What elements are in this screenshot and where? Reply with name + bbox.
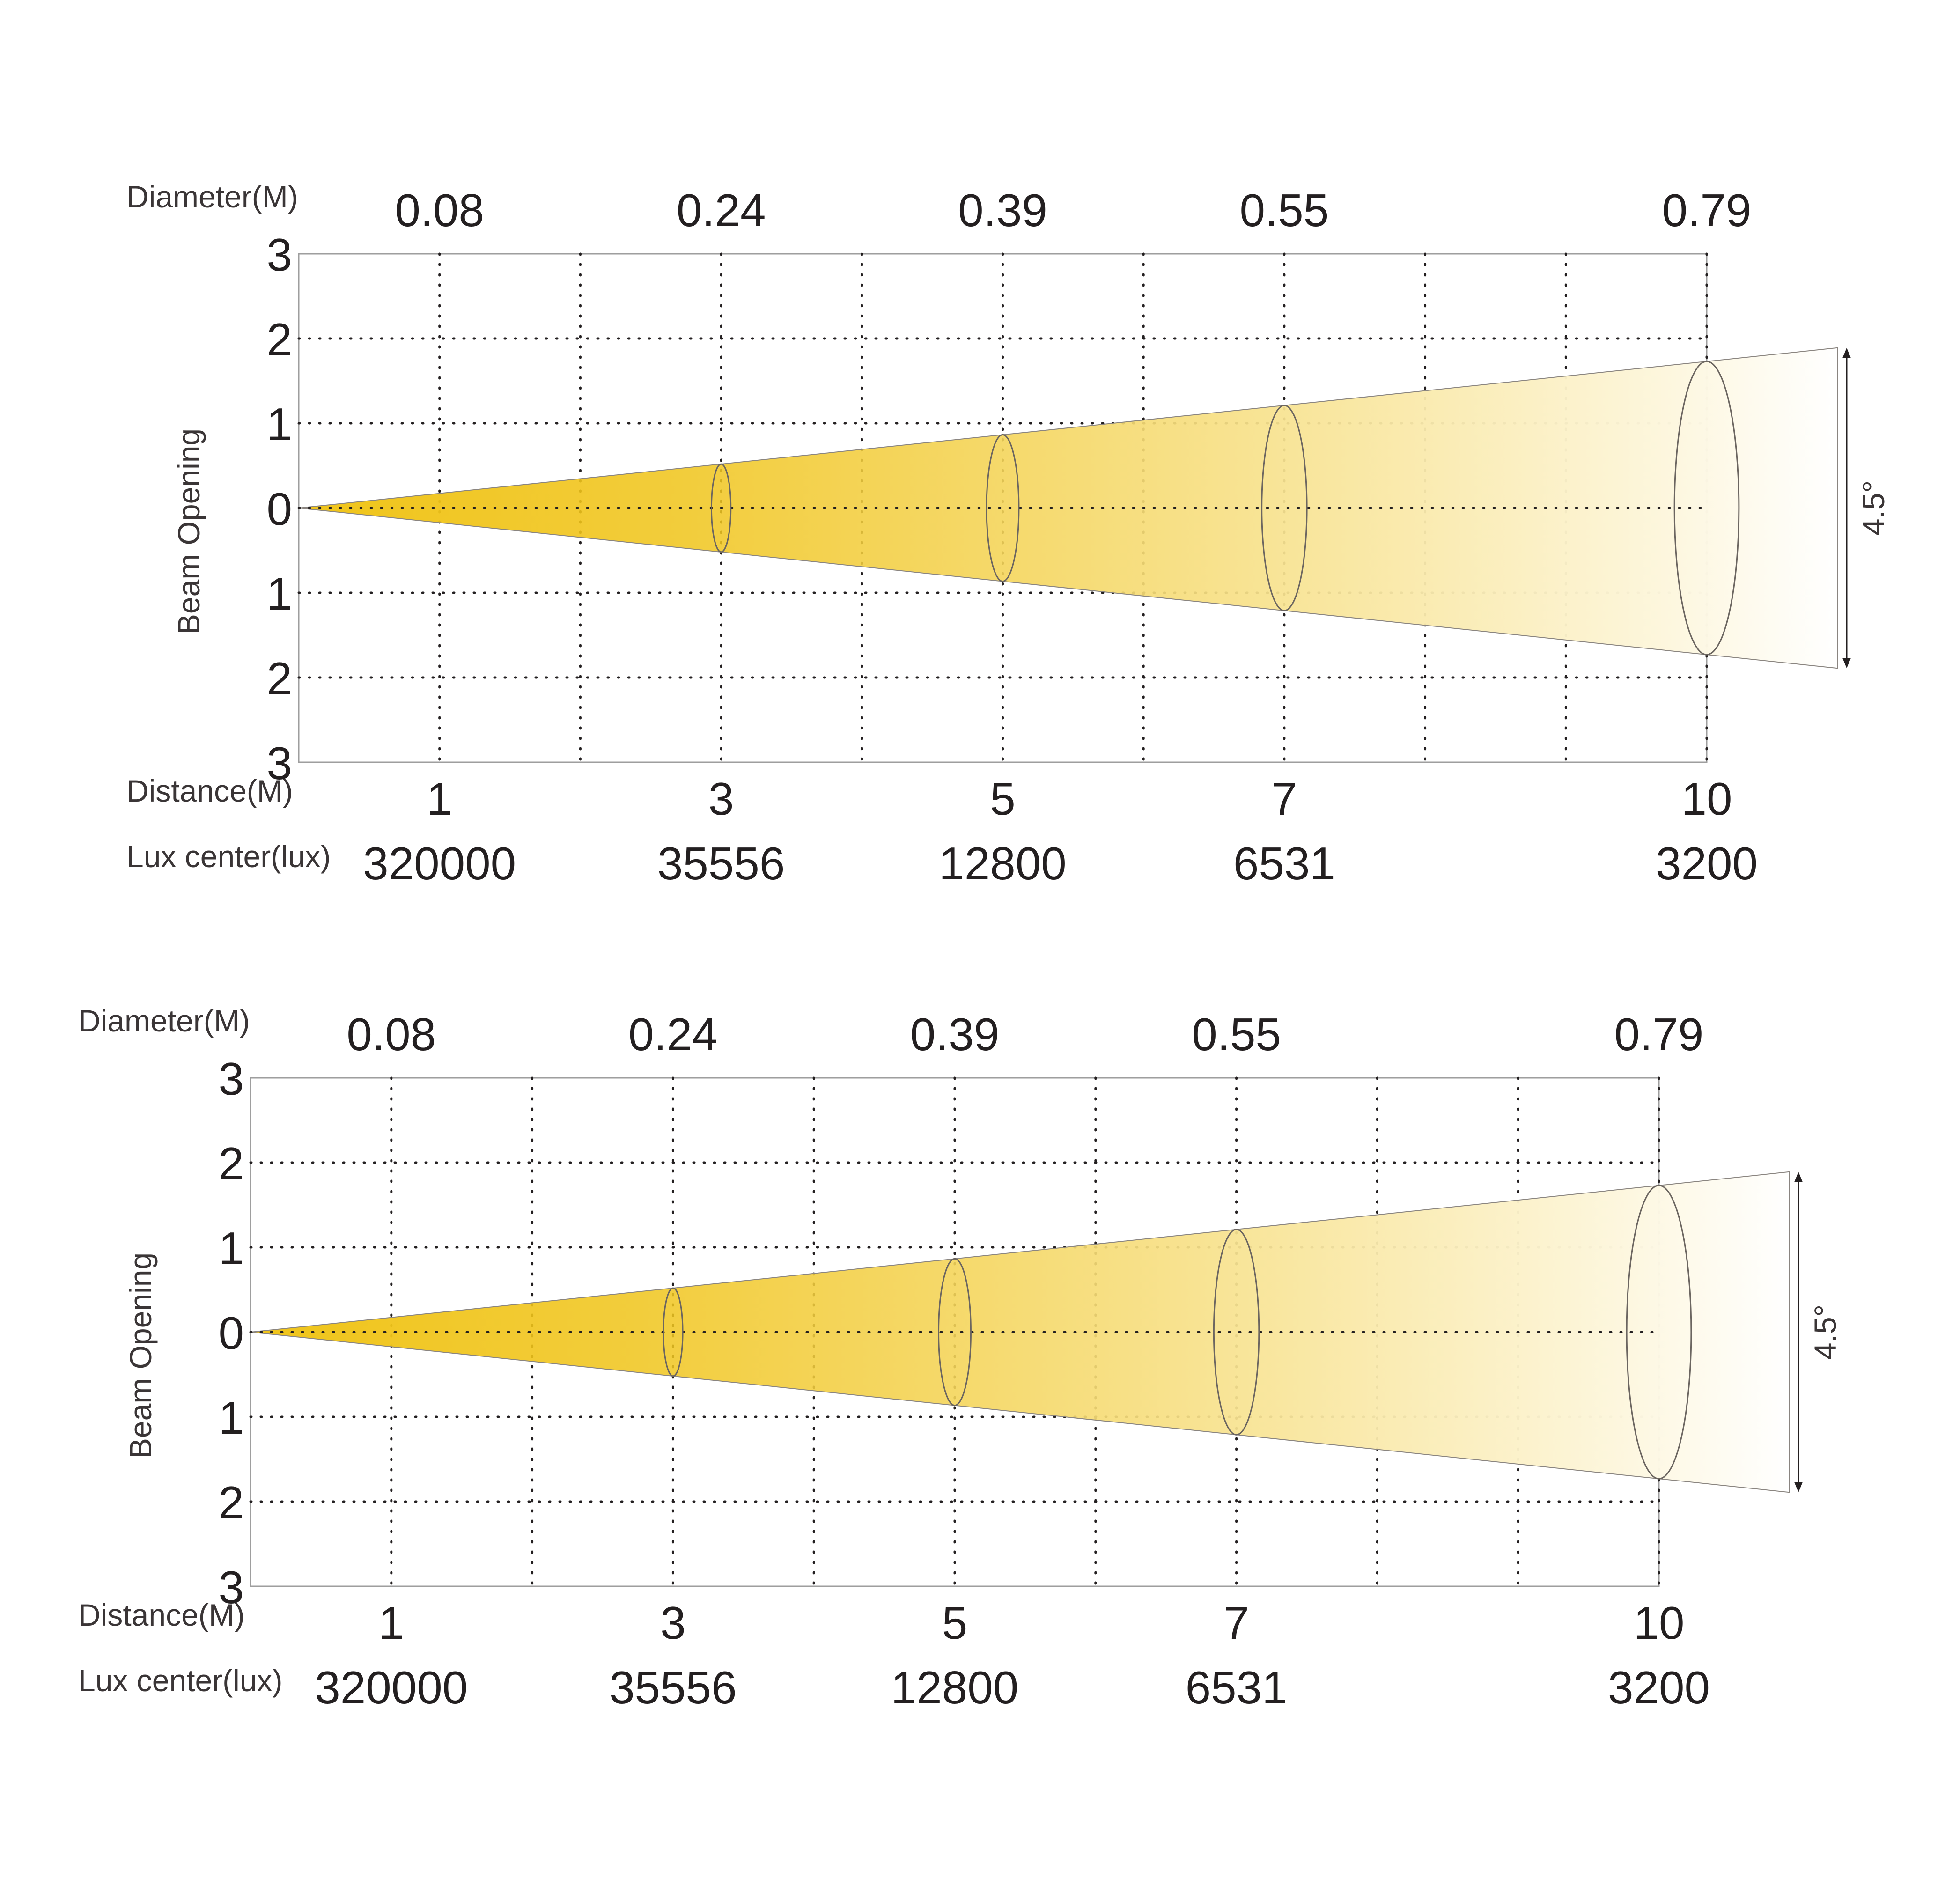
y-tick-label: 2: [266, 653, 292, 704]
diameter-value: 0.08: [346, 1009, 436, 1060]
y-tick-label: 3: [266, 229, 292, 280]
distance-tick-label: 3: [660, 1597, 686, 1649]
y-tick-label: 3: [218, 1562, 244, 1613]
diameter-value: 0.79: [1662, 184, 1752, 236]
diameter-value: 0.08: [395, 184, 484, 236]
beam-cone: [298, 347, 1838, 669]
y-tick-label: 2: [218, 1477, 244, 1528]
lux-center-label: Lux center(lux): [126, 839, 331, 874]
distance-label: Distance(M): [78, 1598, 245, 1632]
beam-cross-section: [663, 1287, 684, 1377]
y-tick-label: 3: [266, 737, 292, 789]
lux-center-value: 320000: [363, 838, 516, 889]
beam-cross-section: [1673, 361, 1740, 656]
y-tick-label: 0: [218, 1307, 244, 1359]
beam-cone: [250, 1171, 1790, 1493]
lux-center-value: 35556: [657, 838, 785, 889]
lux-center-value: 320000: [315, 1662, 468, 1713]
distance-label: Distance(M): [126, 774, 293, 808]
y-tick-label: 1: [218, 1392, 244, 1444]
beam-angle-label: 4.5°: [1856, 480, 1891, 536]
beam-cross-section: [938, 1258, 972, 1407]
diameter-value: 0.55: [1240, 184, 1329, 236]
y-tick-label: 0: [266, 483, 292, 535]
beam-cross-section: [986, 434, 1020, 582]
distance-tick-label: 5: [942, 1597, 968, 1649]
beam-cross-section: [1261, 405, 1308, 611]
beam-cross-section: [710, 463, 732, 553]
diameter-label: Diameter(M): [126, 179, 298, 214]
beam-cross-section: [1626, 1185, 1692, 1480]
distance-tick-label: 10: [1681, 773, 1732, 825]
y-tick-label: 1: [218, 1223, 244, 1274]
lux-center-label: Lux center(lux): [78, 1663, 283, 1698]
lux-center-value: 3200: [1656, 838, 1758, 889]
lux-center-value: 3200: [1608, 1662, 1710, 1713]
diameter-value: 0.55: [1192, 1009, 1281, 1060]
y-tick-label: 3: [218, 1053, 244, 1105]
arrow-head-down: [1842, 658, 1851, 669]
arrow-head-down: [1794, 1482, 1803, 1493]
arrow-head-up: [1842, 347, 1851, 358]
beam-cross-section: [1213, 1229, 1260, 1436]
arrow-head-up: [1794, 1171, 1803, 1182]
y-axis-title: Beam Opening: [123, 1252, 158, 1459]
lux-center-value: 6531: [1233, 838, 1335, 889]
distance-tick-label: 1: [379, 1597, 405, 1649]
diameter-value: 0.24: [628, 1009, 718, 1060]
y-axis-title: Beam Opening: [171, 428, 206, 634]
y-tick-label: 2: [218, 1138, 244, 1189]
distance-tick-label: 5: [990, 773, 1016, 825]
distance-tick-label: 7: [1272, 773, 1297, 825]
y-tick-label: 2: [266, 314, 292, 365]
y-tick-label: 1: [266, 568, 292, 619]
diameter-value: 0.79: [1614, 1009, 1704, 1060]
lux-center-value: 12800: [891, 1662, 1019, 1713]
diameter-value: 0.39: [958, 184, 1047, 236]
diameter-label: Diameter(M): [78, 1003, 250, 1038]
beam-angle-label: 4.5°: [1808, 1304, 1842, 1360]
distance-tick-label: 10: [1633, 1597, 1684, 1649]
diameter-value: 0.24: [677, 184, 766, 236]
lux-center-value: 6531: [1186, 1662, 1288, 1713]
distance-tick-label: 3: [708, 773, 734, 825]
y-tick-label: 1: [266, 398, 292, 450]
diameter-value: 0.39: [910, 1009, 1000, 1060]
lux-center-value: 35556: [609, 1662, 737, 1713]
distance-tick-label: 7: [1223, 1597, 1249, 1649]
distance-tick-label: 1: [427, 773, 452, 825]
lux-center-value: 12800: [939, 838, 1067, 889]
